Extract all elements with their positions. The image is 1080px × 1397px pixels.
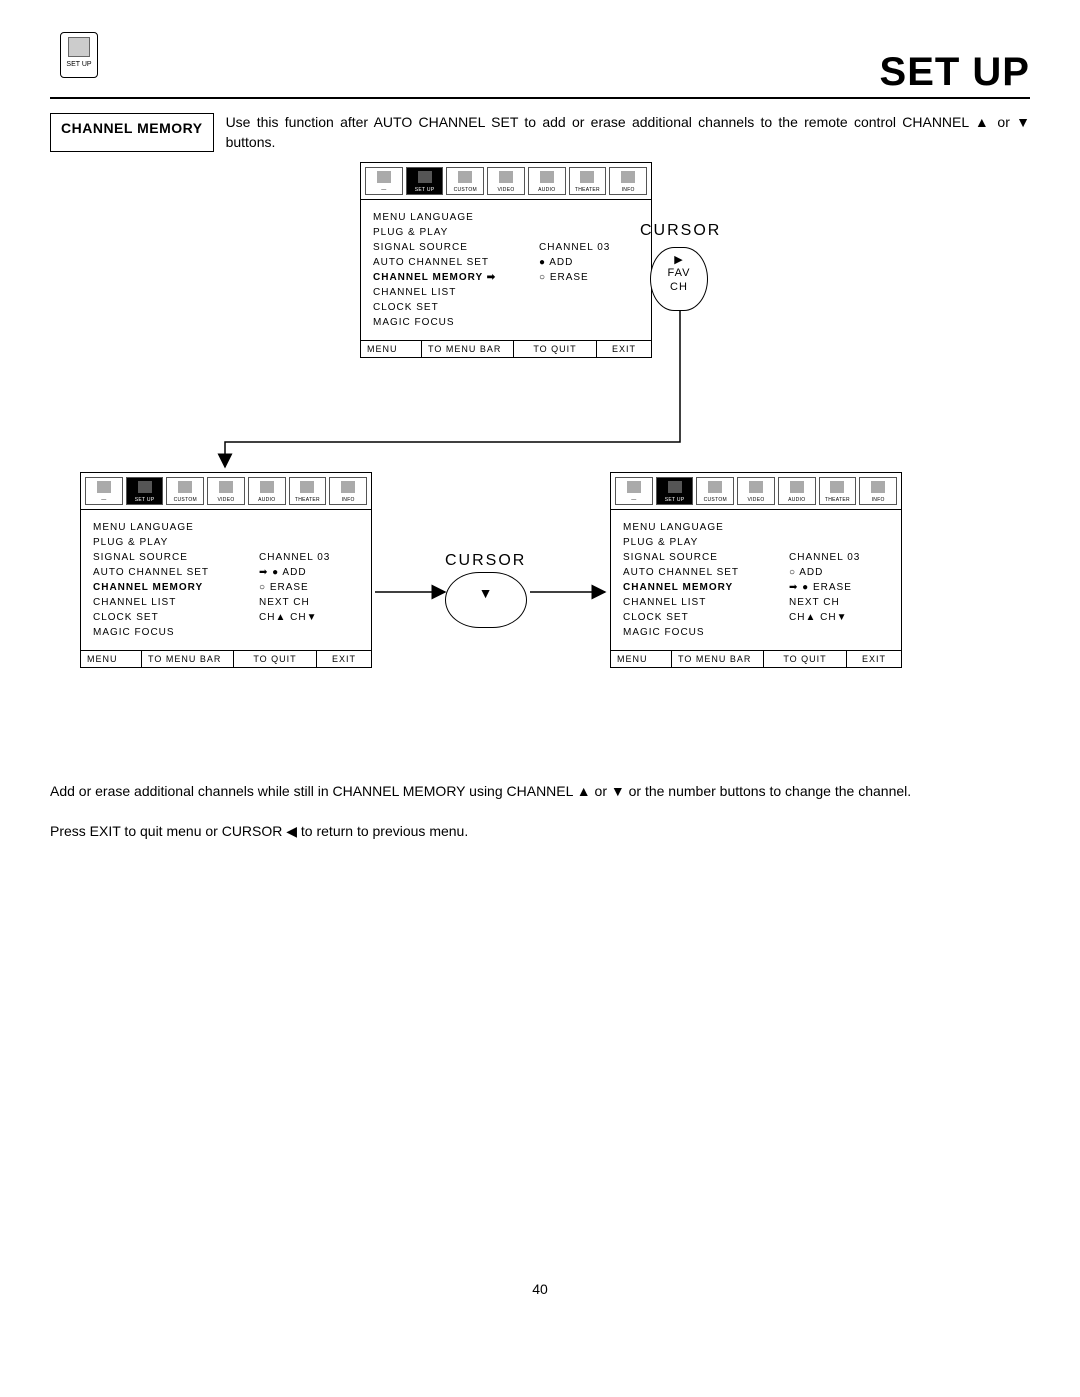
menu-item: SIGNAL SOURCE [93, 550, 259, 565]
menu-tab: VIDEO [207, 477, 245, 505]
menu-tab: VIDEO [737, 477, 775, 505]
menu-value: ○ ERASE [539, 270, 639, 285]
menu-tab: CUSTOM [446, 167, 484, 195]
menu-tab: — [615, 477, 653, 505]
menu-value [539, 315, 639, 330]
diagram-area: —SET UPCUSTOMVIDEOAUDIOTHEATERINFOMENU L… [50, 162, 1030, 762]
menu-tab: INFO [329, 477, 367, 505]
menu-item: AUTO CHANNEL SET [93, 565, 259, 580]
menu-tab: INFO [859, 477, 897, 505]
menu-item: SIGNAL SOURCE [623, 550, 789, 565]
menu-item: AUTO CHANNEL SET [373, 255, 539, 270]
cursor-label-1: CURSOR [640, 222, 721, 240]
menu-value: NEXT CH [259, 595, 359, 610]
intro-text: Use this function after AUTO CHANNEL SET… [214, 113, 1030, 152]
menu-value: ○ ERASE [259, 580, 359, 595]
menu-panel-b: —SET UPCUSTOMVIDEOAUDIOTHEATERINFO MENU L… [80, 472, 372, 668]
menu-item: PLUG & PLAY [623, 535, 789, 550]
menu-value [259, 625, 359, 640]
menu-tab: CUSTOM [166, 477, 204, 505]
menu-footer-cell: MENU [361, 340, 422, 357]
menu-item: MAGIC FOCUS [373, 315, 539, 330]
menu-tab: SET UP [126, 477, 164, 505]
menu-panel-c: —SET UPCUSTOMVIDEOAUDIOTHEATERINFO MENU L… [610, 472, 902, 668]
note-1: Add or erase additional channels while s… [50, 782, 1030, 802]
menu-value: CHANNEL 03 [789, 550, 889, 565]
menu-tab: AUDIO [528, 167, 566, 195]
menu-tab: THEATER [819, 477, 857, 505]
menu-tab: AUDIO [778, 477, 816, 505]
menu-item: CHANNEL LIST [623, 595, 789, 610]
menu-footer-cell: TO MENU BAR [422, 340, 514, 357]
menu-item: SIGNAL SOURCE [373, 240, 539, 255]
menu-tab: AUDIO [248, 477, 286, 505]
page-title: SET UP [880, 50, 1030, 94]
menu-tab: SET UP [406, 167, 444, 195]
menu-value [539, 210, 639, 225]
menu-tab: — [365, 167, 403, 195]
menu-item: CLOCK SET [623, 610, 789, 625]
menu-item: CHANNEL MEMORY [93, 580, 259, 595]
menu-item: CHANNEL MEMORY [623, 580, 789, 595]
menu-item: MENU LANGUAGE [373, 210, 539, 225]
menu-value: CHANNEL 03 [539, 240, 639, 255]
menu-item: MENU LANGUAGE [93, 520, 259, 535]
menu-tab: THEATER [289, 477, 327, 505]
setup-header-icon: SET UP [60, 32, 98, 78]
menu-value [789, 535, 889, 550]
menu-item: MENU LANGUAGE [623, 520, 789, 535]
menu-footer-cell: EXIT [317, 650, 371, 667]
menu-value: ➡ ● ADD [259, 565, 359, 580]
menu-item: CHANNEL LIST [373, 285, 539, 300]
menu-value: NEXT CH [789, 595, 889, 610]
menu-tab: INFO [609, 167, 647, 195]
menu-item: MAGIC FOCUS [93, 625, 259, 640]
page-number: 40 [50, 1281, 1030, 1297]
menu-value: CH▲ CH▼ [789, 610, 889, 625]
cursor-balloon-favch: ▶FAVCH [650, 247, 708, 311]
menu-value: ● ADD [539, 255, 639, 270]
channel-memory-box: CHANNEL MEMORY [50, 113, 214, 152]
menu-item: CHANNEL MEMORY ➡ [373, 270, 539, 285]
menu-footer-cell: TO MENU BAR [672, 650, 764, 667]
menu-item: PLUG & PLAY [93, 535, 259, 550]
menu-value [789, 625, 889, 640]
note-2: Press EXIT to quit menu or CURSOR ◀ to r… [50, 822, 1030, 842]
menu-value [539, 225, 639, 240]
menu-item: CLOCK SET [373, 300, 539, 315]
menu-value [789, 520, 889, 535]
menu-footer-cell: MENU [81, 650, 142, 667]
menu-footer-cell: MENU [611, 650, 672, 667]
menu-item: CLOCK SET [93, 610, 259, 625]
menu-footer-cell: TO MENU BAR [142, 650, 234, 667]
menu-value [259, 535, 359, 550]
menu-footer-cell: TO QUIT [514, 340, 597, 357]
menu-tab: CUSTOM [696, 477, 734, 505]
menu-item: MAGIC FOCUS [623, 625, 789, 640]
menu-tab: SET UP [656, 477, 694, 505]
menu-footer-cell: EXIT [847, 650, 901, 667]
menu-value: CHANNEL 03 [259, 550, 359, 565]
menu-value: CH▲ CH▼ [259, 610, 359, 625]
menu-item: PLUG & PLAY [373, 225, 539, 240]
menu-footer-cell: TO QUIT [764, 650, 847, 667]
setup-icon-label: SET UP [66, 61, 91, 68]
menu-panel-a: —SET UPCUSTOMVIDEOAUDIOTHEATERINFO MENU L… [360, 162, 652, 358]
title-bar: SET UP [50, 50, 1030, 99]
menu-tab: — [85, 477, 123, 505]
menu-tab: VIDEO [487, 167, 525, 195]
cursor-label-2: CURSOR [445, 552, 526, 570]
menu-item: AUTO CHANNEL SET [623, 565, 789, 580]
menu-value: ➡ ● ERASE [789, 580, 889, 595]
menu-value [259, 520, 359, 535]
menu-footer-cell: EXIT [597, 340, 651, 357]
menu-value [539, 300, 639, 315]
cursor-balloon-down: ▼ [445, 572, 527, 628]
menu-item: CHANNEL LIST [93, 595, 259, 610]
menu-value: ○ ADD [789, 565, 889, 580]
menu-tab: THEATER [569, 167, 607, 195]
menu-value [539, 285, 639, 300]
menu-footer-cell: TO QUIT [234, 650, 317, 667]
